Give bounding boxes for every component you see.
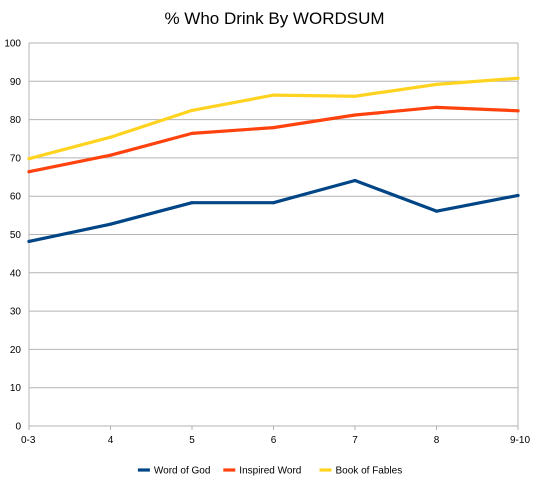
data-point [271,201,276,205]
data-point [108,135,113,139]
y-tick-label: 0 [15,422,21,433]
data-point [516,76,520,80]
x-tick-label: 8 [434,435,440,446]
y-tick-label: 20 [10,345,22,356]
data-point [108,153,113,157]
y-tick-label: 40 [10,268,22,279]
y-tick-label: 50 [10,230,22,241]
data-point [516,109,520,113]
data-point [271,93,276,97]
y-tick-label: 70 [10,153,22,164]
x-tick-label: 9-10 [510,435,530,446]
legend-label: Word of God [154,466,211,477]
y-tick-label: 60 [10,192,22,203]
y-tick-label: 100 [4,39,21,50]
legend-label: Inspired Word [239,466,301,477]
y-tick-label: 30 [10,307,22,318]
data-point [190,108,194,113]
x-tick-label: 7 [352,435,358,446]
y-tick-label: 80 [10,115,22,126]
data-point [190,201,194,205]
x-tick-label: 6 [271,435,277,446]
data-point [434,82,439,86]
legend: Word of God Inspired Word Book of Fables [137,466,403,477]
series-line-word-of-god [27,178,520,243]
data-point [353,178,357,183]
data-point [434,209,439,213]
data-point [353,113,357,117]
series-line-book-of-fables [27,76,520,161]
legend-label: Book of Fables [336,466,403,477]
gridlines [29,42,518,427]
x-tick-label: 0-3 [21,435,36,446]
data-point [271,126,276,130]
data-point [190,131,194,135]
data-point [108,222,113,226]
data-point [434,105,439,109]
axes: 0 10 20 30 40 50 60 70 80 90 100 0-3 4 5 6 7 8 9-10 [4,39,530,447]
data-point [27,157,31,161]
y-tick-label: 10 [10,383,22,394]
data-point [353,94,357,98]
x-tick-label: 5 [189,435,195,446]
y-tick-label: 90 [10,77,22,88]
data-point [27,170,31,174]
series-lines [27,76,520,243]
data-point [516,193,520,198]
chart-title: % Who Drink By WORDSUM [164,9,385,28]
data-point [27,239,31,243]
x-tick-label: 4 [108,435,114,446]
